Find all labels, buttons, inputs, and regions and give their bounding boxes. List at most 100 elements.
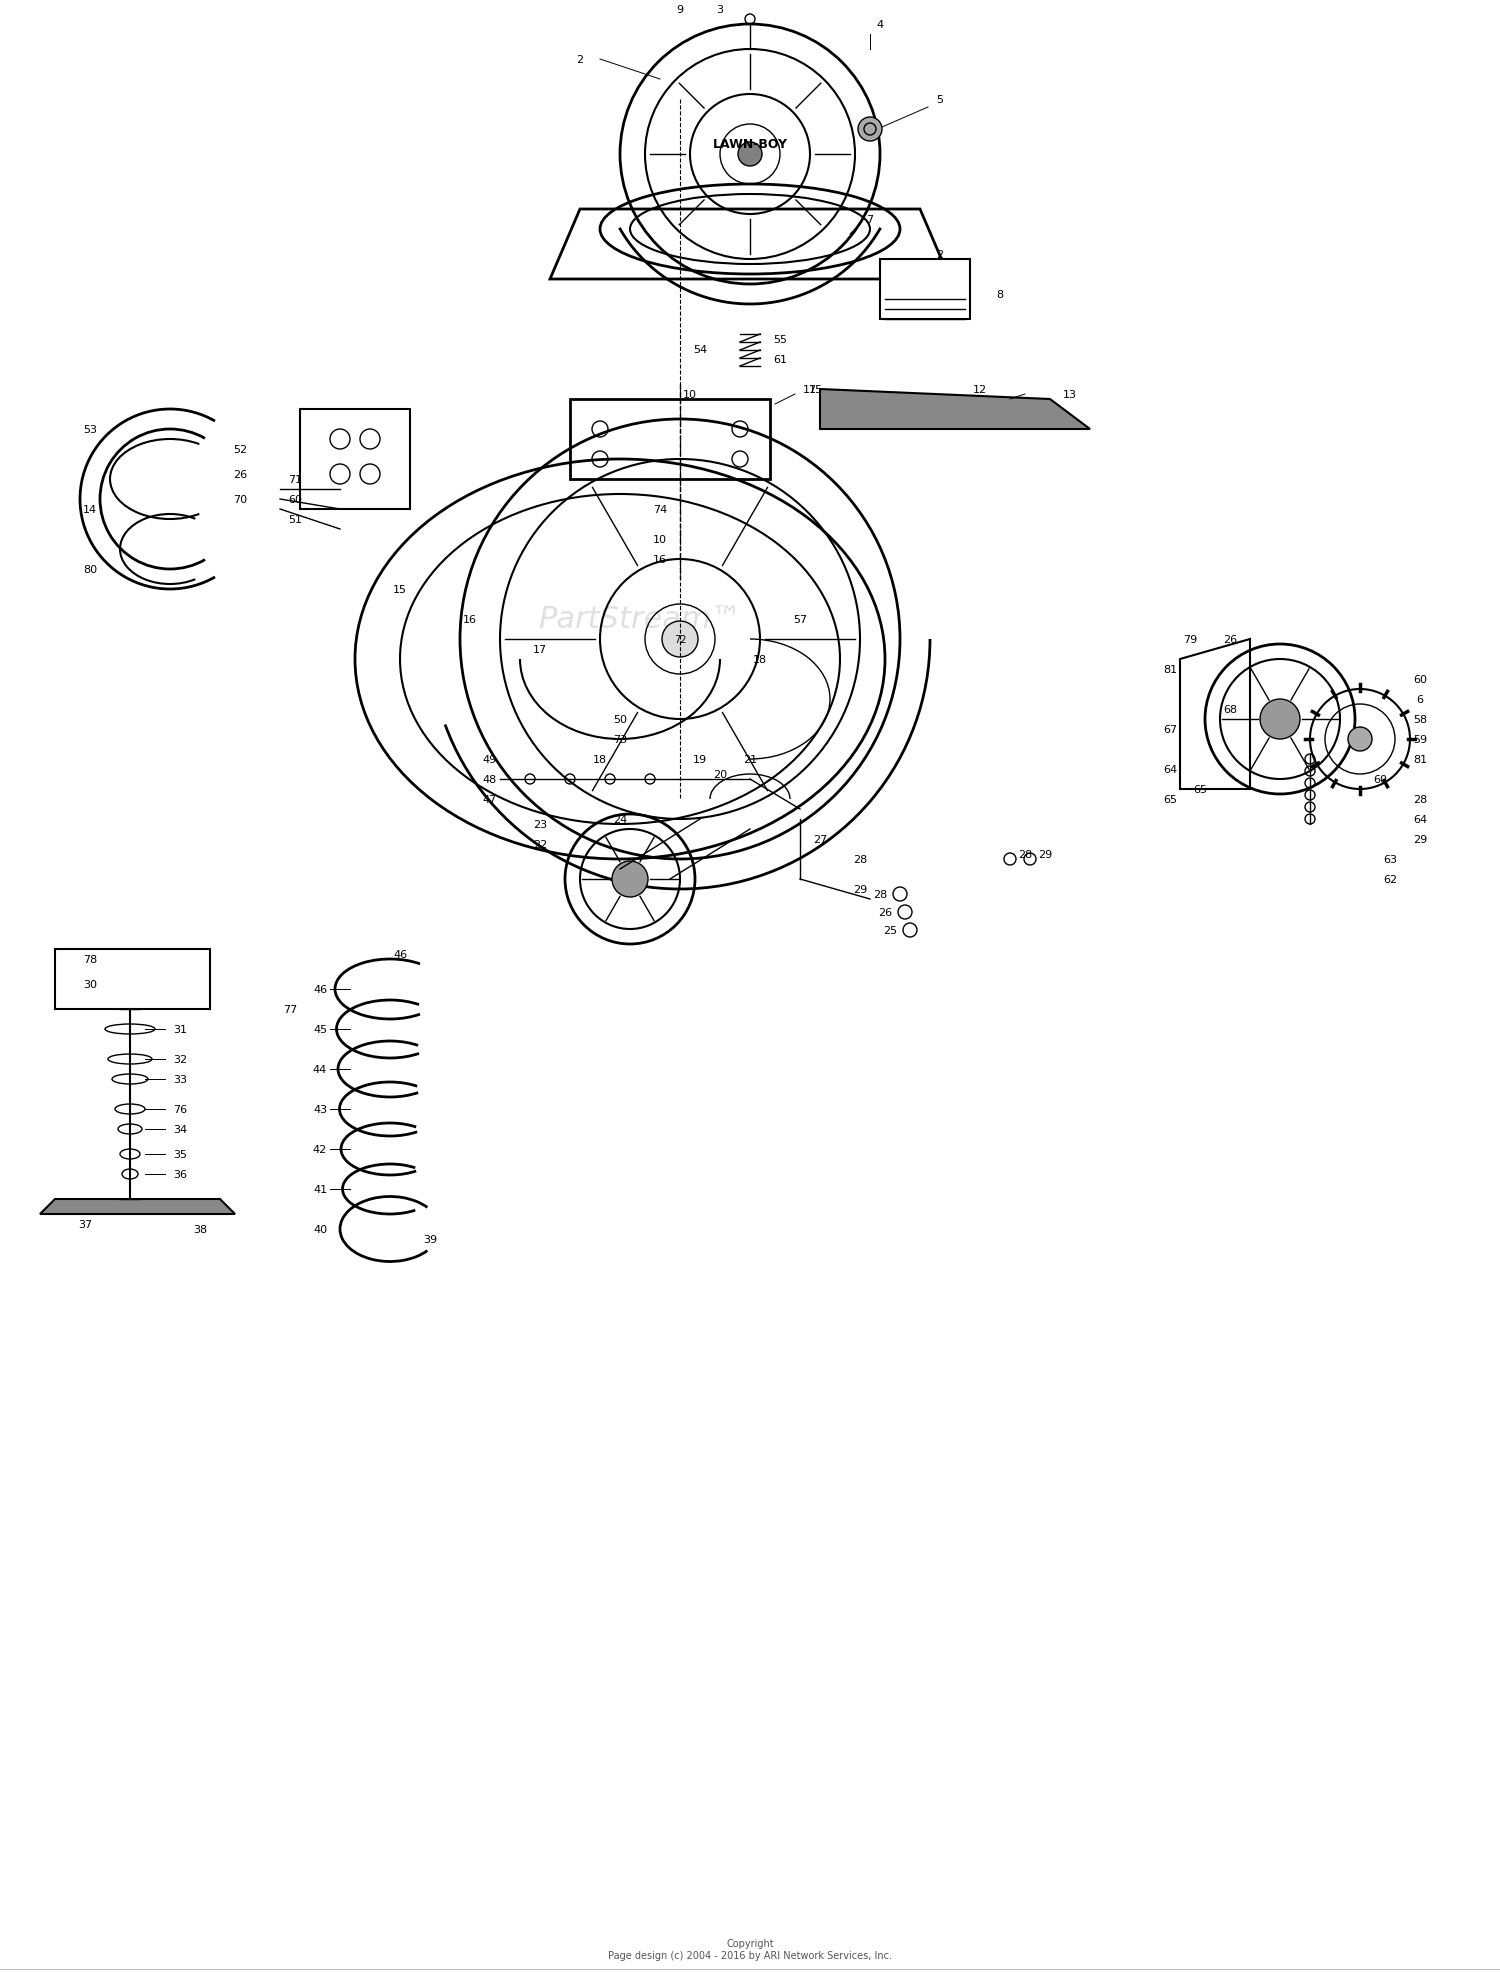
Text: 60: 60 — [1413, 675, 1426, 685]
Text: 60: 60 — [1372, 775, 1388, 785]
Text: PartStream™: PartStream™ — [538, 606, 741, 633]
Text: 43: 43 — [314, 1105, 327, 1115]
Text: 6: 6 — [1416, 694, 1424, 704]
Circle shape — [1260, 700, 1300, 740]
Text: 8: 8 — [996, 290, 1004, 300]
Text: 2: 2 — [936, 251, 944, 260]
Circle shape — [612, 862, 648, 898]
Text: 28: 28 — [873, 890, 886, 900]
Text: 33: 33 — [172, 1075, 188, 1085]
Text: 74: 74 — [652, 505, 668, 515]
Text: 11: 11 — [802, 385, 818, 395]
Text: 41: 41 — [314, 1184, 327, 1194]
Text: 10: 10 — [652, 535, 668, 545]
Text: 16: 16 — [652, 554, 668, 564]
Text: 81: 81 — [1162, 665, 1178, 675]
Text: 76: 76 — [172, 1105, 188, 1115]
Text: 37: 37 — [78, 1219, 92, 1229]
Text: 68: 68 — [1222, 704, 1238, 714]
Text: 3: 3 — [717, 6, 723, 16]
Text: 4: 4 — [876, 20, 884, 30]
Text: 12: 12 — [974, 385, 987, 395]
Text: 18: 18 — [592, 754, 608, 766]
Text: 38: 38 — [194, 1225, 207, 1235]
Text: 19: 19 — [693, 754, 706, 766]
Text: 58: 58 — [1413, 714, 1426, 724]
Text: 21: 21 — [742, 754, 758, 766]
Text: 10: 10 — [682, 391, 698, 401]
Text: 29: 29 — [1038, 850, 1052, 860]
Text: 42: 42 — [314, 1144, 327, 1154]
Text: 59: 59 — [1413, 734, 1426, 744]
Text: 53: 53 — [82, 424, 98, 434]
Text: 49: 49 — [483, 754, 496, 766]
Text: 63: 63 — [1383, 854, 1396, 864]
Text: LAWN-BOY: LAWN-BOY — [712, 138, 788, 152]
Circle shape — [1348, 728, 1372, 752]
Text: 27: 27 — [813, 835, 826, 844]
Text: 46: 46 — [314, 985, 327, 994]
Text: 77: 77 — [284, 1004, 297, 1014]
Text: 30: 30 — [82, 979, 98, 990]
Text: 73: 73 — [614, 734, 627, 744]
Text: 45: 45 — [314, 1024, 327, 1034]
Text: 72: 72 — [674, 635, 686, 645]
Text: 62: 62 — [1383, 874, 1396, 884]
Text: 75: 75 — [808, 385, 822, 395]
Text: 35: 35 — [172, 1150, 188, 1160]
Text: 50: 50 — [614, 714, 627, 724]
Text: Copyright
Page design (c) 2004 - 2016 by ARI Network Services, Inc.: Copyright Page design (c) 2004 - 2016 by… — [608, 1937, 892, 1959]
Polygon shape — [40, 1200, 236, 1215]
Polygon shape — [821, 391, 1090, 430]
Text: 25: 25 — [884, 925, 897, 935]
Text: 80: 80 — [82, 564, 98, 574]
Text: 51: 51 — [288, 515, 302, 525]
Text: 67: 67 — [1162, 724, 1178, 734]
Text: 18: 18 — [753, 655, 766, 665]
Text: 64: 64 — [1162, 766, 1178, 775]
Text: 79: 79 — [1184, 635, 1197, 645]
Text: 2: 2 — [576, 55, 584, 65]
Text: 17: 17 — [532, 645, 548, 655]
Text: 54: 54 — [693, 345, 706, 355]
Text: 81: 81 — [1413, 754, 1426, 766]
Text: 29: 29 — [853, 884, 867, 894]
Text: 7: 7 — [867, 215, 873, 225]
Circle shape — [858, 118, 882, 142]
Text: 34: 34 — [172, 1125, 188, 1134]
Text: 55: 55 — [772, 335, 788, 345]
Text: 20: 20 — [712, 769, 728, 779]
Text: 28: 28 — [1019, 850, 1032, 860]
Text: 65: 65 — [1192, 785, 1208, 795]
Circle shape — [738, 142, 762, 168]
FancyBboxPatch shape — [880, 260, 971, 320]
Text: 65: 65 — [1162, 795, 1178, 805]
Text: 26: 26 — [232, 470, 248, 479]
Text: 28: 28 — [1413, 795, 1426, 805]
Text: 52: 52 — [232, 444, 248, 454]
Text: 16: 16 — [464, 616, 477, 625]
Text: 31: 31 — [172, 1024, 188, 1034]
Text: 60: 60 — [288, 495, 302, 505]
Text: 15: 15 — [393, 584, 406, 594]
Circle shape — [662, 621, 698, 657]
Text: 26: 26 — [1222, 635, 1238, 645]
Text: 70: 70 — [232, 495, 248, 505]
Text: 61: 61 — [772, 355, 788, 365]
Text: 48: 48 — [483, 775, 496, 785]
Text: 57: 57 — [794, 616, 807, 625]
Text: 26: 26 — [878, 908, 892, 917]
Text: 13: 13 — [1064, 391, 1077, 401]
Text: 14: 14 — [82, 505, 98, 515]
Text: 40: 40 — [314, 1225, 327, 1235]
Text: 46: 46 — [393, 949, 406, 959]
Text: 5: 5 — [936, 95, 944, 105]
Text: 71: 71 — [288, 475, 302, 485]
Text: 39: 39 — [423, 1235, 436, 1245]
Text: 64: 64 — [1413, 815, 1426, 825]
Text: 28: 28 — [853, 854, 867, 864]
Text: 78: 78 — [82, 955, 98, 965]
Text: 23: 23 — [532, 819, 548, 829]
Text: 29: 29 — [1413, 835, 1426, 844]
Text: 44: 44 — [314, 1065, 327, 1075]
